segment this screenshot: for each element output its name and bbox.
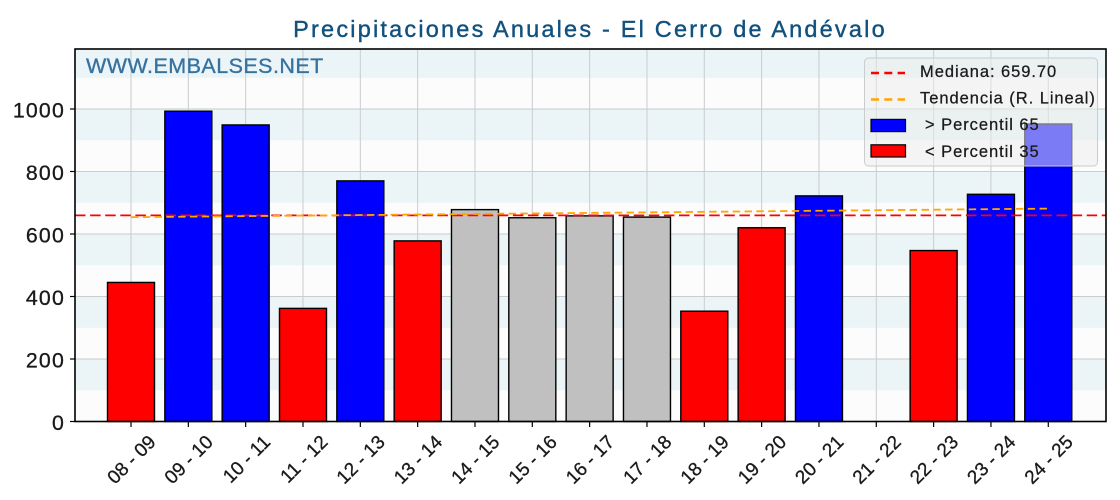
svg-text:> Percentil 65: > Percentil 65 bbox=[925, 116, 1040, 134]
svg-text:200: 200 bbox=[26, 348, 65, 372]
svg-text:Precipitaciones Anuales - El C: Precipitaciones Anuales - El Cerro de An… bbox=[293, 16, 887, 42]
svg-text:800: 800 bbox=[26, 161, 65, 185]
svg-text:1000: 1000 bbox=[13, 98, 65, 122]
svg-text:400: 400 bbox=[26, 286, 65, 310]
svg-text:600: 600 bbox=[26, 223, 65, 247]
svg-text:0: 0 bbox=[52, 411, 65, 435]
svg-text:< Percentil 35: < Percentil 35 bbox=[925, 143, 1040, 161]
svg-text:Tendencia (R. Lineal): Tendencia (R. Lineal) bbox=[920, 90, 1096, 108]
svg-text:WWW.EMBALSES.NET: WWW.EMBALSES.NET bbox=[86, 54, 324, 78]
svg-text:Mediana: 659.70: Mediana: 659.70 bbox=[920, 63, 1057, 81]
